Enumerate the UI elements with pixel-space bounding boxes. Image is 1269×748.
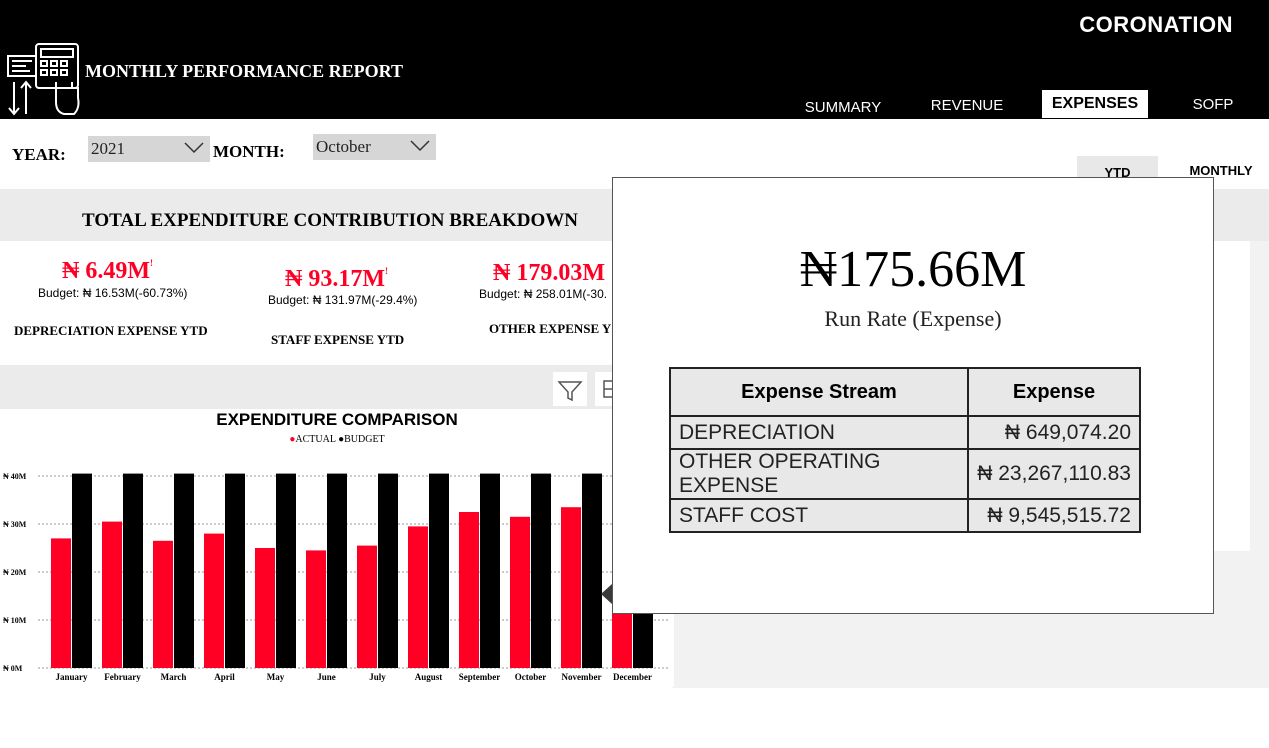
stream-cell: STAFF COST: [669, 498, 969, 533]
chevron-down-icon: [184, 142, 204, 154]
bar-actual[interactable]: [153, 540, 173, 668]
other-kpi-label: OTHER EXPENSE Y: [489, 321, 612, 336]
bar-budget[interactable]: [378, 473, 398, 668]
bar-actual[interactable]: [561, 507, 581, 668]
bar-budget[interactable]: [429, 473, 449, 668]
other-kpi-value: ₦ 179.03M: [493, 260, 605, 286]
x-tick-label: February: [104, 672, 141, 682]
bar-budget[interactable]: [72, 473, 92, 668]
brand-logo: CORONATION: [1079, 12, 1233, 37]
table-header-row: Expense Stream Expense: [669, 367, 1141, 417]
stream-cell: DEPRECIATION: [669, 415, 969, 450]
x-tick-label: October: [515, 672, 547, 682]
month-select[interactable]: October: [313, 134, 436, 160]
x-tick-label: March: [161, 672, 187, 682]
x-tick-label: January: [55, 672, 88, 682]
run-rate-value: ₦175.66M: [799, 241, 1027, 298]
bar-budget[interactable]: [480, 473, 500, 668]
bar-actual[interactable]: [306, 550, 326, 668]
bar-actual[interactable]: [612, 610, 632, 668]
legend-actual-label: ACTUAL: [295, 434, 336, 445]
x-tick-label: December: [613, 672, 652, 682]
run-rate-label: Run Rate (Expense): [824, 306, 1002, 331]
bar-actual[interactable]: [510, 516, 530, 668]
legend-budget-dot: ●: [338, 434, 345, 445]
column-header-expense: Expense: [967, 367, 1141, 417]
depreciation-kpi-value: ₦ 6.49M!: [62, 258, 153, 284]
header-bar: CORONATION MONTHLY PERFORMANCE REPORT SU…: [0, 0, 1269, 119]
x-tick-label: September: [459, 672, 501, 682]
bar-actual[interactable]: [204, 533, 224, 668]
staff-kpi-label: STAFF EXPENSE YTD: [271, 332, 405, 347]
bar-actual[interactable]: [408, 526, 428, 668]
run-rate-tooltip: ₦175.66M Run Rate (Expense) Expense Stre…: [612, 177, 1214, 614]
x-tick-label: August: [415, 672, 443, 682]
depreciation-kpi-budget: Budget: ₦ 16.53M(-60.73%): [38, 286, 188, 300]
other-kpi-budget: Budget: ₦ 258.01M(-30.: [479, 287, 608, 301]
bar-actual[interactable]: [459, 512, 479, 668]
bar-actual[interactable]: [255, 548, 275, 668]
chevron-down-icon: [410, 140, 430, 152]
filter-button[interactable]: [553, 372, 587, 406]
expense-cell: ₦ 23,267,110.83: [967, 448, 1141, 500]
bar-budget[interactable]: [276, 473, 296, 668]
filter-icon: [557, 381, 583, 402]
y-tick-label: ₦ 0M: [3, 664, 23, 673]
year-label: YEAR:: [12, 145, 66, 164]
bar-budget[interactable]: [582, 473, 602, 668]
expense-stream-table: Expense Stream Expense DEPRECIATION ₦ 64…: [669, 367, 1141, 533]
depreciation-kpi-label: DEPRECIATION EXPENSE YTD: [14, 323, 208, 338]
y-tick-label: ₦ 30M: [3, 520, 27, 529]
monthly-toggle[interactable]: MONTHLY: [1189, 163, 1253, 178]
month-select-value: October: [316, 137, 371, 156]
y-tick-label: ₦ 20M: [3, 568, 27, 577]
chart-legend: ●ACTUAL ●BUDGET: [0, 434, 674, 445]
tooltip-pointer: [601, 584, 612, 604]
calculator-hand-icon: [7, 43, 80, 116]
year-select[interactable]: 2021: [88, 136, 210, 162]
month-label: MONTH:: [213, 142, 285, 161]
breakdown-title: TOTAL EXPENDITURE CONTRIBUTION BREAKDOWN: [82, 210, 579, 231]
report-title: MONTHLY PERFORMANCE REPORT: [85, 61, 404, 81]
staff-kpi-budget: Budget: ₦ 131.97M(-29.4%): [268, 293, 418, 307]
bar-budget[interactable]: [123, 473, 143, 668]
table-row: DEPRECIATION ₦ 649,074.20: [669, 415, 1141, 450]
staff-kpi-value: ₦ 93.17M!: [285, 266, 388, 292]
chart-plot: ₦ 0M ₦ 10M ₦ 20M ₦ 30M ₦ 40M January February M…: [3, 472, 670, 682]
expense-cell: ₦ 9,545,515.72: [967, 498, 1141, 533]
legend-budget-label: BUDGET: [344, 434, 385, 445]
x-tick-label: July: [369, 672, 386, 682]
expense-cell: ₦ 649,074.20: [967, 415, 1141, 450]
x-tick-label: November: [562, 672, 602, 682]
x-tick-label: May: [267, 672, 285, 682]
bar-actual[interactable]: [357, 545, 377, 668]
tab-expenses[interactable]: EXPENSES: [1042, 90, 1148, 118]
bar-budget[interactable]: [174, 473, 194, 668]
bar-budget[interactable]: [327, 473, 347, 668]
table-row: OTHER OPERATING EXPENSE ₦ 23,267,110.83: [669, 448, 1141, 500]
tab-sofp[interactable]: SOFP: [1192, 96, 1234, 113]
bar-budget[interactable]: [531, 473, 551, 668]
chart-title: EXPENDITURE COMPARISON: [216, 410, 458, 429]
year-select-value: 2021: [91, 139, 125, 158]
bar-budget[interactable]: [225, 473, 245, 668]
tab-summary[interactable]: SUMMARY: [804, 99, 882, 116]
bar-actual[interactable]: [102, 521, 122, 668]
stream-cell: OTHER OPERATING EXPENSE: [669, 448, 969, 500]
column-header-stream: Expense Stream: [669, 367, 969, 417]
x-tick-label: June: [317, 672, 336, 682]
tab-revenue[interactable]: REVENUE: [930, 97, 1004, 114]
bar-actual[interactable]: [51, 538, 71, 668]
table-row: STAFF COST ₦ 9,545,515.72: [669, 498, 1141, 533]
x-tick-label: April: [214, 672, 235, 682]
y-tick-label: ₦ 10M: [3, 616, 27, 625]
y-tick-label: ₦ 40M: [3, 472, 27, 481]
legend-actual-dot: ●: [289, 434, 296, 445]
